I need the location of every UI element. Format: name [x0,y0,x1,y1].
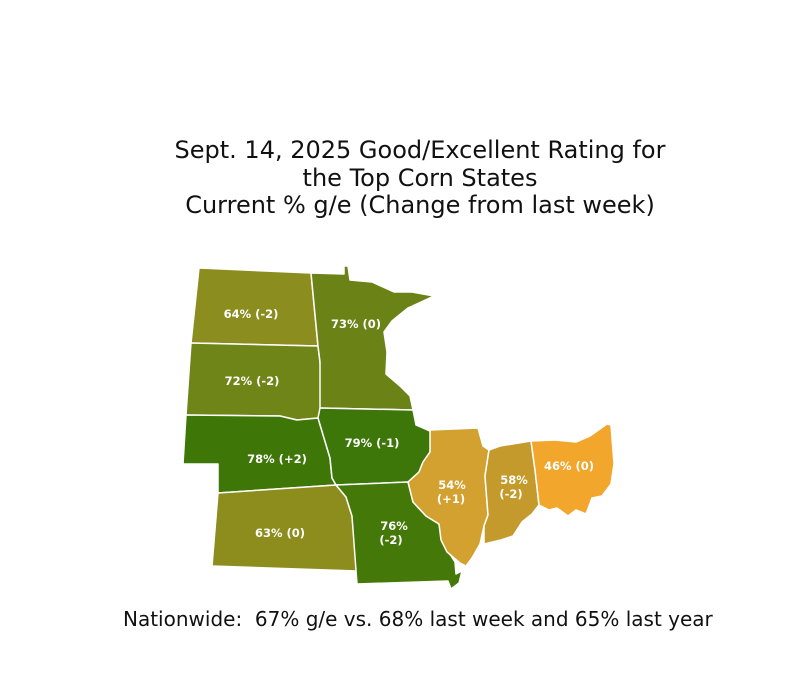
label-north-dakota: 64% (-2) [224,307,279,321]
state-ohio [530,423,615,517]
label-missouri-change: (-2) [379,533,402,547]
label-minnesota: 73% (0) [331,317,381,331]
label-nebraska: 78% (+2) [247,452,307,466]
label-ohio: 46% (0) [544,459,594,473]
label-indiana-pct: 58% [500,473,528,487]
label-illinois-pct: 54% [438,478,466,492]
label-iowa: 79% (-1) [345,436,400,450]
title-line-1: Sept. 14, 2025 Good/Excellent Rating for [174,136,666,164]
label-illinois-change: (+1) [437,492,465,506]
label-indiana-change: (-2) [499,487,522,501]
state-minnesota [310,265,435,411]
nationwide-summary: Nationwide: 67% g/e vs. 68% last week an… [123,607,713,631]
label-south-dakota: 72% (-2) [225,374,280,388]
label-kansas: 63% (0) [255,526,305,540]
label-missouri-pct: 76% [380,519,408,533]
title-line-3: Current % g/e (Change from last week) [185,191,655,219]
title-line-2: the Top Corn States [302,164,538,192]
